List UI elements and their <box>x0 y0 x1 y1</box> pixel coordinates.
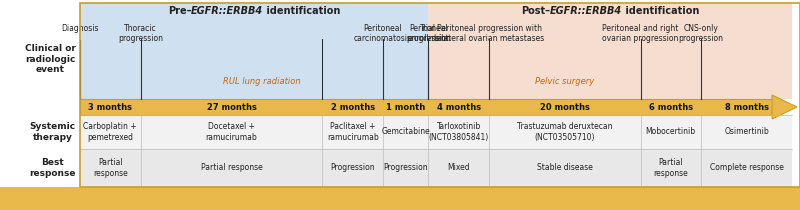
Text: Mobocertinib: Mobocertinib <box>646 127 696 136</box>
Text: 3 months: 3 months <box>88 102 132 112</box>
Text: RUL lung radiation: RUL lung radiation <box>223 76 301 85</box>
Text: EGFR::ERBB4: EGFR::ERBB4 <box>550 6 622 16</box>
Text: Pelvic surgery: Pelvic surgery <box>535 76 594 85</box>
Text: Peritoneal
progression: Peritoneal progression <box>406 24 451 43</box>
Text: Partial
response: Partial response <box>654 158 688 178</box>
Text: 27 months: 27 months <box>206 102 257 112</box>
Text: Peritoneal progression with
bilateral ovarian metastases: Peritoneal progression with bilateral ov… <box>434 24 544 43</box>
Text: Pre–: Pre– <box>168 6 191 16</box>
Bar <box>429 3 792 99</box>
Text: Progression: Progression <box>383 164 428 172</box>
Text: 8 months: 8 months <box>725 102 769 112</box>
Text: EGFR::ERBB4: EGFR::ERBB4 <box>191 6 263 16</box>
Text: Diagnosis: Diagnosis <box>62 24 98 33</box>
Text: identification: identification <box>263 6 341 16</box>
Text: Gemcitabine: Gemcitabine <box>382 127 430 136</box>
Text: Paclitaxel +
ramucirumab: Paclitaxel + ramucirumab <box>327 122 378 142</box>
Bar <box>80 99 772 115</box>
Text: Partial
response: Partial response <box>93 158 128 178</box>
Text: Trastuzumab deruxtecan
(NCT03505710): Trastuzumab deruxtecan (NCT03505710) <box>517 122 613 142</box>
Text: Best
response: Best response <box>30 158 76 178</box>
Text: 6 months: 6 months <box>649 102 693 112</box>
Text: Progression: Progression <box>330 164 375 172</box>
Text: Post–: Post– <box>521 6 550 16</box>
Text: CNS-only
progression: CNS-only progression <box>678 24 724 43</box>
Text: Osimertinib: Osimertinib <box>724 127 769 136</box>
Text: Peritoneal
carcinomatosis: Peritoneal carcinomatosis <box>354 24 412 43</box>
Text: Carboplatin +
pemetrexed: Carboplatin + pemetrexed <box>83 122 137 142</box>
Text: Partial response: Partial response <box>201 164 262 172</box>
Polygon shape <box>772 95 797 119</box>
Text: Clinical or
radiologic
event: Clinical or radiologic event <box>25 44 76 74</box>
Text: Mixed: Mixed <box>447 164 470 172</box>
Text: Trial
enrollment: Trial enrollment <box>407 24 450 43</box>
Text: Stable disease: Stable disease <box>537 164 593 172</box>
Text: Peritoneal and right
ovarian progression: Peritoneal and right ovarian progression <box>602 24 678 43</box>
Text: 20 months: 20 months <box>540 102 590 112</box>
Bar <box>0 187 800 210</box>
Bar <box>80 115 792 149</box>
Bar <box>80 149 792 187</box>
Text: Thoracic
progression: Thoracic progression <box>118 24 163 43</box>
Text: Tarloxotinib
(NCT03805841): Tarloxotinib (NCT03805841) <box>429 122 489 142</box>
Text: 2 months: 2 months <box>330 102 374 112</box>
Text: Systemic
therapy: Systemic therapy <box>30 122 76 142</box>
Bar <box>80 3 429 99</box>
Text: Docetaxel +
ramucirumab: Docetaxel + ramucirumab <box>206 122 258 142</box>
Text: 4 months: 4 months <box>437 102 481 112</box>
Text: Complete response: Complete response <box>710 164 783 172</box>
Text: 1 month: 1 month <box>386 102 426 112</box>
Text: identification: identification <box>622 6 699 16</box>
